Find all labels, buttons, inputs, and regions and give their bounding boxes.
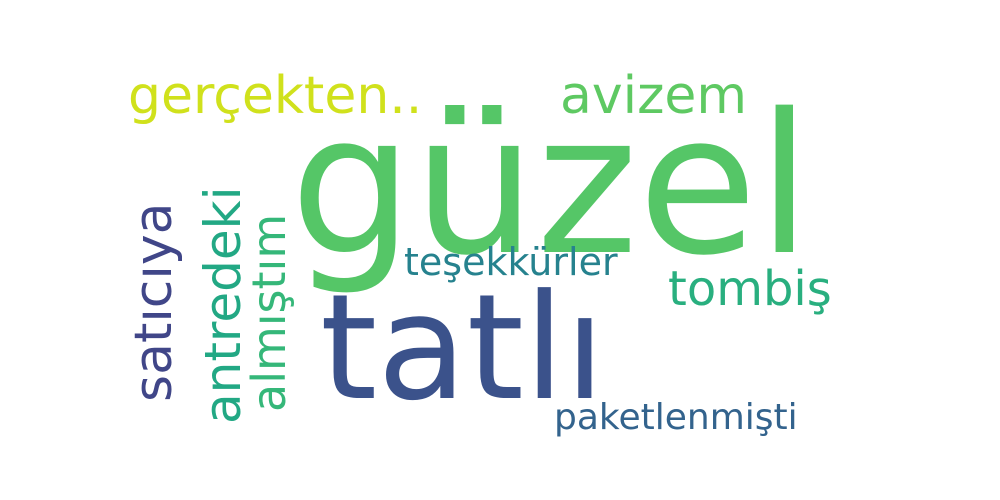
word-tombis: tombiş bbox=[668, 261, 832, 317]
word-almistim: almıştım bbox=[242, 213, 296, 412]
word-tesekkurler: teşekkürler bbox=[404, 240, 618, 284]
word-gercekten: gerçekten.. bbox=[128, 66, 423, 126]
word-saticiya: satıcıya bbox=[124, 202, 184, 402]
word-antredeki: antredeki bbox=[194, 186, 252, 425]
word-guzel: güzel bbox=[290, 72, 812, 298]
word-tatli: tatlı bbox=[320, 263, 606, 433]
word-avizem: avizem bbox=[560, 66, 748, 126]
word-paketlenmisti: paketlenmişti bbox=[554, 397, 798, 438]
